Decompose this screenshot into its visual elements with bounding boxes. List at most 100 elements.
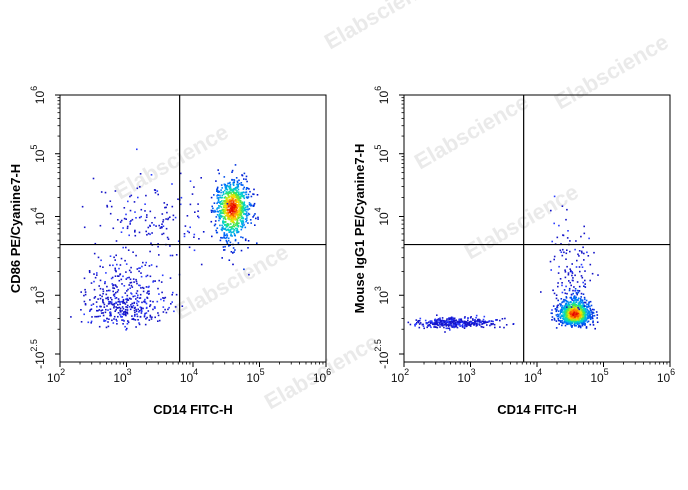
data-point <box>238 222 240 224</box>
data-point <box>562 234 565 237</box>
data-point <box>555 320 558 322</box>
data-point <box>579 326 582 329</box>
data-point <box>220 184 223 186</box>
data-point <box>80 309 82 311</box>
data-point <box>166 236 169 239</box>
data-point <box>114 310 116 312</box>
data-point <box>236 221 238 223</box>
data-point <box>148 265 151 267</box>
data-point <box>575 240 577 242</box>
data-point <box>243 186 245 189</box>
data-point <box>107 321 109 323</box>
data-points <box>70 148 259 331</box>
data-point <box>145 318 147 320</box>
data-point <box>242 224 244 227</box>
data-point <box>234 214 237 216</box>
data-point <box>577 317 579 319</box>
data-point <box>160 298 162 301</box>
data-point <box>227 211 229 214</box>
data-point <box>580 315 583 318</box>
data-point <box>588 317 590 319</box>
data-point <box>133 315 136 317</box>
data-point <box>559 278 562 280</box>
data-point <box>234 187 236 190</box>
data-point <box>587 303 590 306</box>
data-point <box>232 183 235 185</box>
data-point <box>479 319 481 321</box>
data-point <box>235 230 238 232</box>
data-point <box>119 309 121 312</box>
data-point <box>128 306 131 308</box>
data-point <box>577 310 580 312</box>
data-point <box>142 261 144 264</box>
data-point <box>104 191 107 194</box>
data-point <box>421 323 424 326</box>
data-point <box>583 314 586 316</box>
data-point <box>116 291 119 293</box>
data-point <box>217 199 220 202</box>
data-point <box>237 205 239 208</box>
data-point <box>566 312 568 315</box>
data-point <box>222 212 224 214</box>
data-point <box>126 311 129 314</box>
data-point <box>247 214 249 217</box>
data-point <box>134 229 136 232</box>
data-point <box>130 304 132 306</box>
data-point <box>469 317 472 319</box>
data-point <box>236 207 239 209</box>
data-point <box>552 305 555 307</box>
data-point <box>240 202 242 205</box>
data-point <box>553 195 556 198</box>
data-point <box>575 296 577 299</box>
data-point <box>80 321 83 323</box>
data-point <box>226 212 228 214</box>
data-point <box>228 259 231 261</box>
data-point <box>216 214 219 216</box>
data-point <box>436 319 439 321</box>
data-point <box>98 309 101 311</box>
data-point <box>563 314 565 317</box>
data-point <box>120 219 123 222</box>
data-point <box>578 250 581 252</box>
data-point <box>237 199 240 201</box>
data-point <box>573 306 576 308</box>
data-point <box>150 318 153 320</box>
data-point <box>583 318 586 320</box>
data-point <box>228 226 231 229</box>
data-point <box>584 286 587 288</box>
data-point <box>555 327 558 329</box>
data-point <box>222 210 224 213</box>
data-point <box>226 209 229 212</box>
data-point <box>592 312 594 314</box>
data-point <box>574 248 576 251</box>
data-point <box>240 209 243 212</box>
data-point <box>556 236 559 239</box>
data-point <box>162 311 165 313</box>
data-point <box>154 191 157 194</box>
data-point <box>212 207 214 210</box>
data-point <box>574 320 576 323</box>
data-point <box>119 273 122 275</box>
data-point <box>238 182 241 185</box>
data-point <box>566 300 569 303</box>
data-point <box>220 236 222 239</box>
data-point <box>580 322 582 325</box>
data-point <box>236 231 238 234</box>
data-point <box>102 292 104 295</box>
data-point <box>224 200 227 203</box>
data-point <box>134 234 137 237</box>
data-point <box>225 229 228 232</box>
data-point <box>570 311 572 313</box>
data-point <box>564 303 567 306</box>
data-point <box>226 184 228 187</box>
data-point <box>130 281 133 284</box>
data-point <box>115 285 117 287</box>
data-point <box>109 255 112 257</box>
data-point <box>216 202 218 205</box>
data-point <box>593 251 595 254</box>
data-point <box>253 214 255 217</box>
data-point <box>228 218 231 221</box>
data-point <box>143 300 145 303</box>
data-point <box>165 206 167 209</box>
data-point <box>558 314 560 316</box>
